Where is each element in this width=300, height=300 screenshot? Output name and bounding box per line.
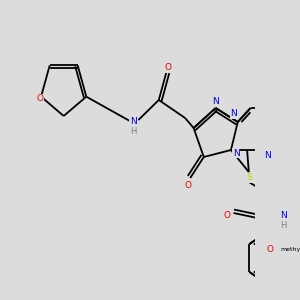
Text: O: O — [165, 64, 172, 73]
Text: N: N — [130, 118, 137, 127]
Text: S: S — [247, 173, 253, 182]
Text: N: N — [233, 148, 239, 158]
Text: N: N — [280, 211, 287, 220]
Text: N: N — [264, 151, 271, 160]
Text: H: H — [280, 220, 287, 230]
Text: O: O — [223, 211, 230, 220]
Text: O: O — [184, 182, 191, 190]
Text: N: N — [212, 97, 219, 106]
Text: O: O — [266, 244, 274, 253]
Text: H: H — [130, 128, 136, 136]
Text: N: N — [230, 110, 237, 118]
Text: O: O — [37, 94, 44, 103]
Text: methyl: methyl — [280, 247, 300, 251]
